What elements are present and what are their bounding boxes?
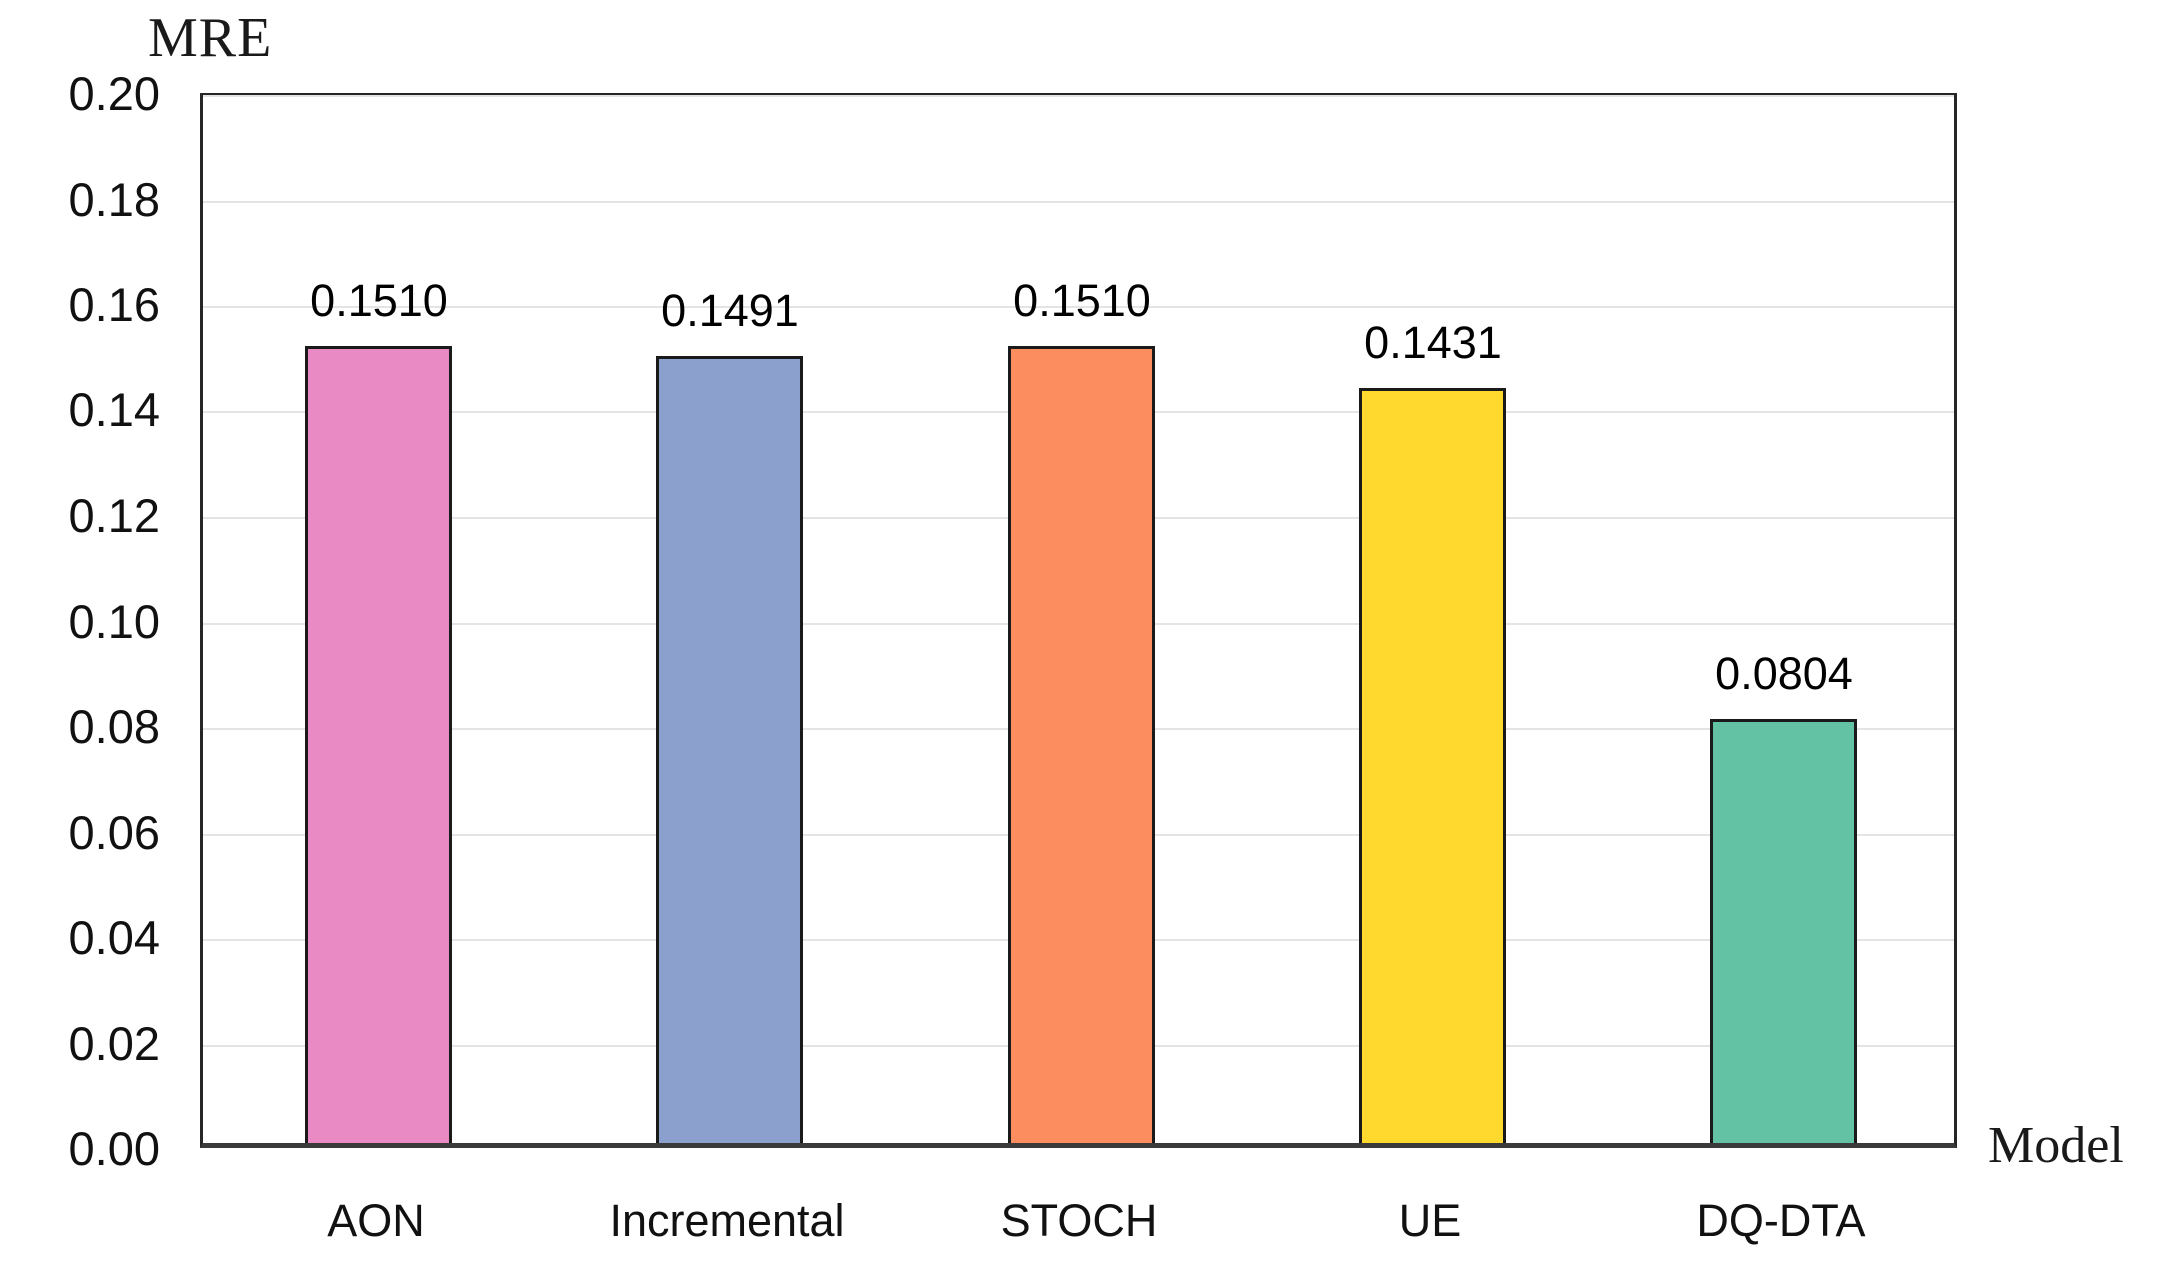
- gridline: [203, 201, 1954, 203]
- y-tick-label: 0.20: [68, 67, 160, 120]
- y-axis: 0.00 0.02 0.04 0.06 0.08 0.10 0.12 0.14 0.16 0.18…: [0, 70, 160, 1172]
- bar-value-label: 0.0804: [1715, 648, 1853, 699]
- y-tick-label: 0.18: [68, 173, 160, 226]
- x-tick-label-incremental: Incremental: [609, 1195, 845, 1246]
- y-tick-label: 0.00: [68, 1122, 160, 1175]
- chart-title: MRE: [148, 7, 273, 69]
- bar-aon: [305, 346, 452, 1143]
- x-axis: AON Incremental STOCH UE DQ-DTA: [200, 1198, 1957, 1258]
- y-tick-label: 0.10: [68, 595, 160, 648]
- y-tick-label: 0.12: [68, 489, 160, 542]
- bar-ue: [1359, 388, 1506, 1143]
- x-tick-label-stoch: STOCH: [1000, 1195, 1158, 1246]
- bar-value-label: 0.1510: [1013, 275, 1151, 326]
- x-tick-label-ue: UE: [1398, 1195, 1462, 1246]
- y-tick-label: 0.16: [68, 278, 160, 331]
- gridline: [203, 95, 1954, 97]
- y-tick-label: 0.06: [68, 806, 160, 859]
- bar-dq-dta: [1710, 719, 1857, 1143]
- y-tick-label: 0.02: [68, 1017, 160, 1070]
- y-tick-label: 0.08: [68, 700, 160, 753]
- x-axis-title: Model: [1988, 1117, 2124, 1174]
- bar-value-label: 0.1431: [1364, 317, 1502, 368]
- bar-value-label: 0.1491: [661, 285, 799, 336]
- plot-area: 0.1510 0.1491 0.1510 0.1431 0.0804: [200, 93, 1957, 1148]
- x-tick-label-dq-dta: DQ-DTA: [1696, 1195, 1866, 1246]
- y-tick-label: 0.04: [68, 911, 160, 964]
- x-tick-label-aon: AON: [327, 1195, 425, 1246]
- gridline: [203, 306, 1954, 308]
- y-tick-label: 0.14: [68, 383, 160, 436]
- bar-stoch: [1008, 346, 1155, 1143]
- bar-value-label: 0.1510: [310, 275, 448, 326]
- bar-incremental: [656, 356, 803, 1143]
